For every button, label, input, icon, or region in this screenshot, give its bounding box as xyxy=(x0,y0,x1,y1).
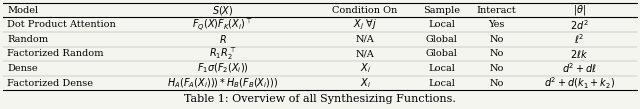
Text: $X_i$: $X_i$ xyxy=(360,76,371,90)
Text: Factorized Dense: Factorized Dense xyxy=(7,79,93,88)
Text: $d^2+d\ell$: $d^2+d\ell$ xyxy=(562,62,597,75)
Text: Global: Global xyxy=(426,35,458,44)
Text: $2d^2$: $2d^2$ xyxy=(570,18,589,32)
Text: $\ell^2$: $\ell^2$ xyxy=(574,32,585,46)
Text: $H_A(F_A(X_i))) * H_B(F_B(X_i)))$: $H_A(F_A(X_i))) * H_B(F_B(X_i)))$ xyxy=(167,76,278,90)
Text: Condition On: Condition On xyxy=(333,6,397,15)
Text: Dense: Dense xyxy=(7,64,38,73)
Text: Local: Local xyxy=(429,79,455,88)
Text: $R$: $R$ xyxy=(219,33,227,45)
Text: $d^2+d(k_1+k_2)$: $d^2+d(k_1+k_2)$ xyxy=(544,75,615,91)
Text: Model: Model xyxy=(7,6,38,15)
Text: Interact: Interact xyxy=(476,6,516,15)
Text: Random: Random xyxy=(7,35,48,44)
Text: Factorized Random: Factorized Random xyxy=(7,49,104,58)
Text: No: No xyxy=(489,64,504,73)
Text: Yes: Yes xyxy=(488,20,504,29)
Text: $2\ell k$: $2\ell k$ xyxy=(570,48,589,60)
Text: $R_1 R_2^\top$: $R_1 R_2^\top$ xyxy=(209,46,237,62)
Text: No: No xyxy=(489,79,504,88)
Text: Global: Global xyxy=(426,49,458,58)
Text: $|\theta|$: $|\theta|$ xyxy=(573,3,586,17)
Text: Dot Product Attention: Dot Product Attention xyxy=(7,20,116,29)
Text: $S(X)$: $S(X)$ xyxy=(212,4,234,17)
Text: Local: Local xyxy=(429,20,455,29)
Text: Table 1: Overview of all Synthesizing Functions.: Table 1: Overview of all Synthesizing Fu… xyxy=(184,94,456,104)
Text: N/A: N/A xyxy=(356,35,374,44)
Text: No: No xyxy=(489,49,504,58)
Text: $X_i$: $X_i$ xyxy=(360,62,371,75)
Text: N/A: N/A xyxy=(356,49,374,58)
Text: $X_j\ \forall j$: $X_j\ \forall j$ xyxy=(353,17,377,32)
Text: Local: Local xyxy=(429,64,455,73)
Text: Sample: Sample xyxy=(424,6,460,15)
Text: No: No xyxy=(489,35,504,44)
Text: $F_1\sigma(F_2(X_i))$: $F_1\sigma(F_2(X_i))$ xyxy=(196,62,249,75)
Text: $F_Q(X)F_K(X_i)^\top$: $F_Q(X)F_K(X_i)^\top$ xyxy=(192,16,253,33)
